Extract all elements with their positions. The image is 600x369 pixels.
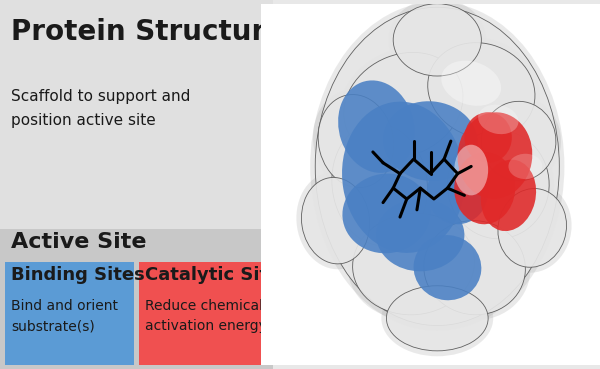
Ellipse shape (493, 183, 572, 273)
Ellipse shape (481, 101, 556, 181)
Ellipse shape (413, 235, 481, 300)
Text: Active Site: Active Site (11, 232, 146, 252)
Text: Bind and orient
substrate(s): Bind and orient substrate(s) (11, 299, 118, 334)
Ellipse shape (386, 286, 488, 351)
Ellipse shape (376, 199, 464, 271)
Ellipse shape (498, 189, 566, 267)
Ellipse shape (327, 118, 433, 251)
Ellipse shape (339, 47, 468, 163)
Ellipse shape (313, 89, 399, 193)
Bar (0, 0, 273, 232)
Bar (5, 262, 134, 365)
Bar (139, 262, 268, 365)
Text: Scaffold to support and
position active site: Scaffold to support and position active … (11, 89, 190, 128)
Ellipse shape (347, 208, 479, 320)
Ellipse shape (315, 7, 559, 325)
Ellipse shape (393, 4, 481, 76)
Ellipse shape (427, 159, 488, 224)
Ellipse shape (464, 112, 512, 163)
Ellipse shape (296, 172, 375, 269)
Ellipse shape (332, 123, 427, 246)
Ellipse shape (382, 280, 493, 356)
Ellipse shape (428, 43, 535, 138)
Ellipse shape (318, 94, 394, 188)
Ellipse shape (476, 96, 561, 186)
Ellipse shape (338, 80, 415, 173)
Bar (0, 229, 273, 369)
Ellipse shape (388, 0, 487, 82)
Ellipse shape (422, 37, 540, 144)
Ellipse shape (344, 52, 463, 158)
Ellipse shape (383, 101, 478, 181)
Ellipse shape (424, 221, 526, 315)
Ellipse shape (454, 152, 515, 224)
Ellipse shape (301, 177, 370, 264)
Text: Protein Structure: Protein Structure (11, 18, 284, 46)
Ellipse shape (448, 130, 549, 239)
Ellipse shape (454, 145, 488, 195)
Text: Binding Sites: Binding Sites (11, 266, 145, 284)
Ellipse shape (419, 215, 530, 320)
Ellipse shape (343, 173, 430, 253)
Ellipse shape (441, 61, 501, 106)
Text: Catalytic Site: Catalytic Site (145, 266, 280, 284)
Ellipse shape (458, 112, 532, 199)
Ellipse shape (310, 2, 565, 331)
Ellipse shape (342, 101, 465, 253)
Ellipse shape (508, 154, 542, 179)
Ellipse shape (353, 213, 475, 315)
Text: Reduce chemical
activation energy: Reduce chemical activation energy (145, 299, 266, 334)
Ellipse shape (481, 160, 536, 231)
Ellipse shape (478, 105, 518, 134)
Ellipse shape (442, 125, 554, 244)
